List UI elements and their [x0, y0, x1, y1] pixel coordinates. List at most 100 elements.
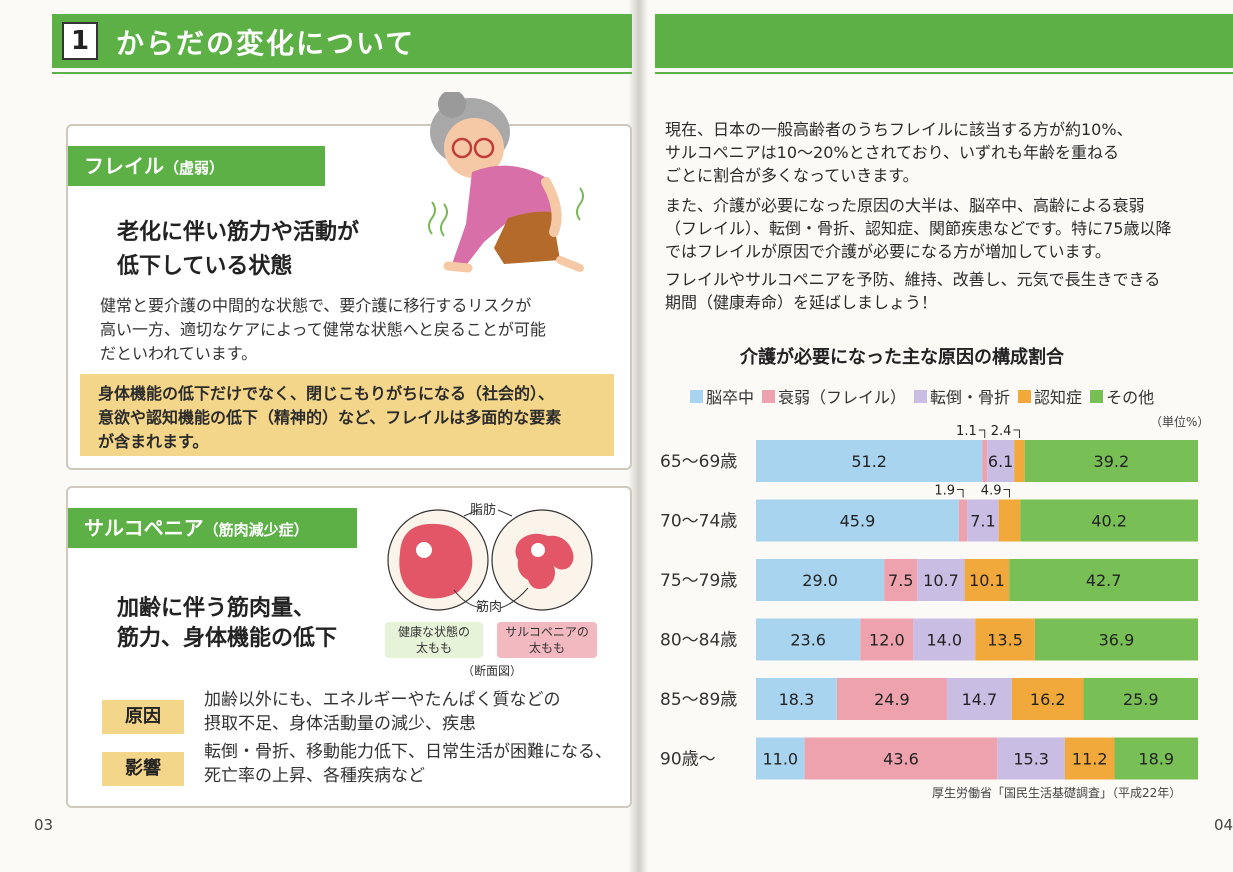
data-label: 1.9 [934, 484, 955, 499]
fat-label: 脂肪 [470, 503, 497, 518]
data-label: 14.0 [926, 631, 962, 650]
category-label: 75～79歳 [660, 571, 737, 591]
chart-legend: 脳卒中 衰弱（フレイル） 転倒・骨折 認知症 その他 [690, 384, 1154, 408]
intro-p2-3: ではフレイルが原因で介護が必要になる方が増加しています。 [665, 242, 1111, 261]
intro-p1-2: サルコペニアは10～20%とされており、いずれも年齢を重ねる [665, 143, 1120, 162]
intro-p3-2: 期間（健康寿命）を延ばしましょう！ [665, 293, 938, 312]
data-label: 36.9 [1099, 631, 1135, 650]
sarcopenia-caption-1: サルコペニアの [505, 625, 589, 639]
bar-segment [756, 618, 861, 661]
header-rule-right [655, 72, 1233, 74]
sarcopenia-headline-1: 加齢に伴う筋肉量、 [117, 596, 316, 621]
header-band-right [655, 14, 1233, 68]
frailty-note-box: 身体機能の低下だけでなく、閉じこもりがちになる（社会的）、 意欲や認知機能の低下… [80, 374, 614, 456]
bar-segment [1114, 737, 1198, 780]
legend-label: 衰弱（フレイル） [778, 388, 907, 407]
sarcopenia-tag-label: サルコペニア [84, 516, 204, 540]
frailty-tag: フレイル（虚弱） [68, 146, 325, 186]
healthy-caption-box [385, 622, 483, 658]
bar-segment [987, 440, 1015, 482]
bar-segment [998, 499, 1021, 542]
data-label: 7.1 [970, 512, 995, 531]
legend-swatch [1018, 389, 1032, 403]
sarcopenia-caption-box [497, 622, 597, 658]
effect-text-1: 転倒・骨折、移動能力低下、日常生活が困難になる、 [204, 742, 612, 762]
frailty-body-2: 高い一方、適切なケアによって健常な状態へと戻ることが可能 [100, 320, 546, 339]
header-rule-left [52, 72, 632, 74]
bar-segment [917, 559, 965, 601]
bar-segment [1064, 737, 1115, 780]
bar-segment [997, 737, 1065, 780]
data-label: 18.3 [779, 690, 815, 709]
data-label: 23.6 [790, 631, 826, 650]
data-label: 24.9 [874, 690, 910, 709]
chart-title: 介護が必要になった主な原因の構成割合 [740, 347, 1064, 368]
muscle-cross-section-illustration [387, 509, 593, 611]
bar-segment [913, 618, 976, 661]
data-label: 45.9 [840, 512, 876, 531]
category-label: 90歳～ [660, 750, 716, 770]
bar-segment [756, 678, 837, 720]
sarcopenia-thigh-bone [531, 543, 545, 557]
data-label: 2.4 [991, 424, 1012, 439]
bar-segment [756, 737, 805, 780]
intro-p1-3: ごとに割合が多くなっていきます。 [665, 166, 919, 185]
data-label: 25.9 [1123, 690, 1159, 709]
bar-segment [1014, 440, 1025, 482]
legend-swatch [762, 389, 776, 403]
label-leader [1013, 429, 1020, 438]
category-label: 65～69歳 [660, 452, 737, 472]
arm [541, 177, 562, 237]
data-label: 12.0 [869, 631, 905, 650]
data-label: 51.2 [851, 452, 887, 471]
data-label: 14.7 [962, 690, 998, 709]
category-label: 80～84歳 [660, 631, 737, 651]
legend-swatch [914, 389, 928, 403]
sarcopenia-tag-sub: （筋肉減少症） [203, 521, 309, 539]
data-label: 16.2 [1030, 690, 1066, 709]
header-band-left [52, 14, 632, 68]
sarcopenia-thigh-muscle [515, 533, 574, 589]
data-label: 1.1 [956, 424, 977, 439]
fat-pointer [463, 509, 513, 517]
bar-segment [982, 440, 988, 482]
data-label: 10.7 [923, 571, 959, 590]
legend-swatch [1090, 389, 1104, 403]
cause-label: 原因 [102, 700, 184, 734]
page-number-left: 03 [34, 816, 54, 834]
legend-label: その他 [1106, 388, 1155, 407]
healthy-caption-2: 太もも [415, 641, 452, 655]
data-label: 40.2 [1091, 512, 1127, 531]
data-label: 13.5 [987, 631, 1023, 650]
muscle-label: 筋肉 [476, 600, 503, 615]
pants [494, 211, 560, 264]
intro-p2-1: また、介護が必要になった原因の大半は、脳卒中、高齢による衰弱 [665, 196, 1145, 215]
frailty-tag-sub: （虚弱） [164, 159, 225, 177]
wobble-lines [428, 187, 584, 237]
frailty-body-3: だといわれています。 [100, 344, 258, 363]
data-label: 39.2 [1094, 452, 1130, 471]
data-label: 7.5 [888, 571, 913, 590]
frailty-note-2: 意欲や認知機能の低下（精神的）など、フレイルは多面的な要素 [98, 408, 562, 427]
bar-segment [756, 440, 983, 482]
legend-label: 転倒・骨折 [930, 388, 1011, 407]
hair-bun [438, 92, 466, 118]
sarcopenia-tag: サルコペニア（筋肉減少症） [68, 508, 357, 548]
healthy-thigh-bone [416, 542, 432, 558]
glasses-right [473, 137, 495, 159]
data-label: 43.6 [883, 750, 919, 769]
legend-swatch [690, 389, 703, 403]
bar-segment [756, 559, 885, 601]
bar-segment [1034, 618, 1198, 661]
bar-segment [946, 678, 1012, 720]
bar-segment [964, 559, 1010, 601]
bar-segment [975, 618, 1035, 661]
cross-section-caption: （断面図） [462, 664, 523, 678]
intro-p3-1: フレイルやサルコペニアを予防、維持、改善し、元気で長生きできる [665, 270, 1161, 289]
label-leader [978, 429, 986, 438]
label-leader [1003, 489, 1010, 498]
intro-p1-1: 現在、日本の一般高齢者のうちフレイルに該当する方が約10%、 [665, 120, 1133, 139]
legend-label: 脳卒中 [706, 388, 755, 407]
chart-unit: （単位%） [1150, 415, 1210, 429]
book-gutter [628, 0, 648, 872]
